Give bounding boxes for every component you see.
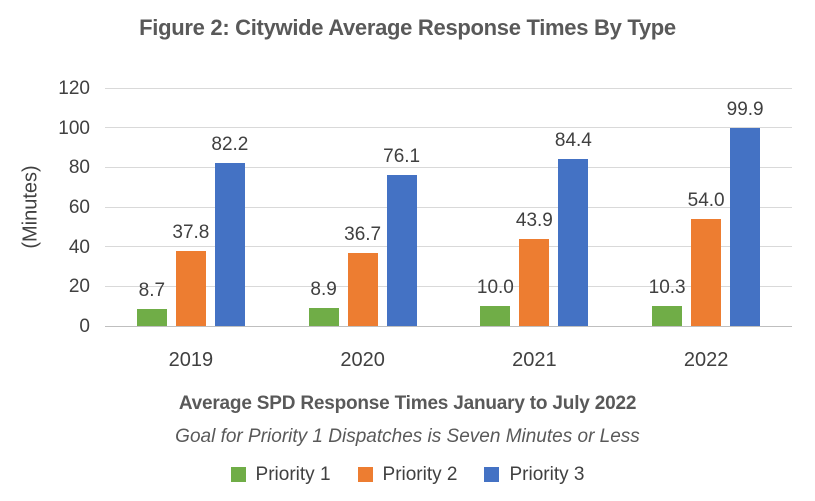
y-tick-label: 80: [68, 157, 90, 179]
data-label-priority-1-2022: 10.3: [648, 276, 686, 298]
legend-item-priority-1: Priority 1: [230, 464, 331, 485]
data-label-priority-3-2022: 99.9: [726, 98, 764, 120]
bar-priority-3-2019: [214, 162, 245, 326]
bar-priority-2-2020: [347, 253, 378, 326]
legend-label-priority-3: Priority 3: [509, 464, 585, 485]
bar-priority-3-2020: [386, 175, 417, 326]
gridline: [105, 166, 792, 168]
legend-label-priority-1: Priority 1: [255, 464, 331, 485]
x-tick-label: 2022: [683, 349, 729, 371]
bar-priority-1-2021: [480, 306, 511, 326]
chart-legend: Priority 1 Priority 2 Priority 3: [0, 465, 815, 484]
legend-item-priority-2: Priority 2: [357, 464, 458, 485]
x-tick-label: 2020: [340, 349, 385, 371]
bar-priority-1-2022: [652, 305, 683, 326]
data-label-priority-2-2021: 43.9: [515, 209, 553, 231]
bar-priority-2-2022: [691, 218, 722, 326]
y-tick-label: 120: [58, 78, 90, 99]
chart-title: Figure 2: Citywide Average Response Time…: [139, 15, 676, 40]
gridline: [105, 206, 792, 208]
y-tick-label: 40: [68, 236, 90, 258]
data-label-priority-1-2019: 8.7: [138, 279, 166, 301]
legend-swatch-priority-3: [484, 467, 500, 482]
bar-priority-3-2022: [730, 127, 761, 326]
y-tick-label: 100: [58, 117, 90, 139]
plot-area: (Minutes) 0 20 40 60 80 100 120 8.7 37.8 82.2 8.9…: [20, 79, 792, 370]
x-axis-caption-italic: Goal for Priority 1 Dispatches is Seven …: [175, 426, 640, 447]
bar-priority-2-2021: [519, 238, 550, 326]
bar-priority-1-2019: [136, 308, 167, 326]
y-tick-label: 20: [68, 276, 90, 298]
x-tick-label: 2019: [168, 349, 214, 371]
data-label-priority-3-2019: 82.2: [211, 133, 249, 155]
gridline: [105, 87, 792, 89]
bar-priority-1-2020: [308, 308, 339, 326]
x-axis-caption-bold: Average SPD Response Times January to Ju…: [178, 393, 637, 414]
x-tick-label: 2021: [512, 349, 557, 371]
y-tick-label: 60: [68, 197, 90, 218]
y-tick-label: 0: [79, 316, 90, 337]
data-label-priority-2-2019: 37.8: [172, 222, 210, 244]
bar-priority-3-2021: [558, 158, 589, 326]
data-label-priority-2-2020: 36.7: [344, 224, 382, 246]
gridline: [105, 325, 792, 327]
data-label-priority-1-2020: 8.9: [310, 279, 337, 301]
data-label-priority-3-2021: 84.4: [554, 129, 592, 151]
legend-swatch-priority-2: [357, 467, 373, 482]
gridline: [105, 127, 792, 129]
gridline: [105, 285, 792, 287]
legend-label-priority-2: Priority 2: [382, 464, 458, 485]
data-label-priority-3-2020: 76.1: [383, 146, 421, 168]
bar-priority-2-2019: [175, 251, 206, 326]
legend-swatch-priority-1: [230, 467, 246, 482]
gridline: [105, 246, 792, 248]
data-label-priority-1-2021: 10.0: [476, 277, 514, 299]
legend-item-priority-3: Priority 3: [484, 465, 584, 484]
data-label-priority-2-2022: 54.0: [687, 189, 725, 211]
